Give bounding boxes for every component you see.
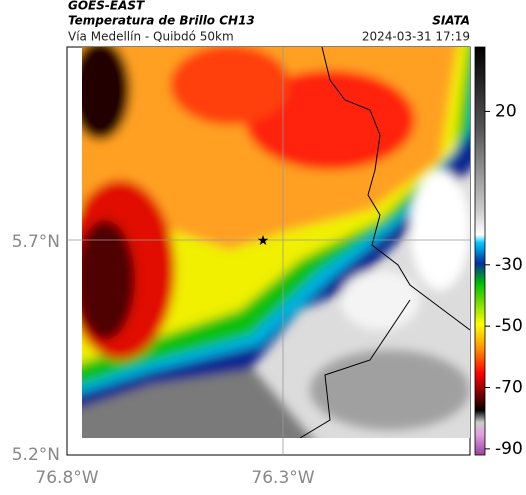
lat-label: 5.2°N (12, 445, 60, 465)
lon-label: 76.3°W (251, 468, 314, 488)
datetime: 2024-03-31 17:19 (362, 30, 470, 44)
colorbar-tick-label: -50 (495, 316, 523, 336)
colorbar-tick-label: 20 (495, 101, 517, 121)
region: Vía Medellín - Quibdó 50km (68, 30, 234, 44)
colorbar-tick-label: -30 (495, 255, 523, 275)
subtitle: Temperatura de Brillo CH13 (68, 14, 255, 28)
title: GOES-EAST (68, 0, 145, 13)
colorbar (474, 46, 486, 456)
source: SIATA (432, 14, 470, 28)
colorbar-tick-label: -70 (495, 378, 523, 398)
brightness-image (82, 47, 470, 438)
lon-label: 76.8°W (35, 468, 98, 488)
location-star: ★ (257, 233, 270, 249)
colorbar-tick-label: -90 (495, 439, 523, 459)
lat-label: 5.7°N (12, 232, 60, 252)
